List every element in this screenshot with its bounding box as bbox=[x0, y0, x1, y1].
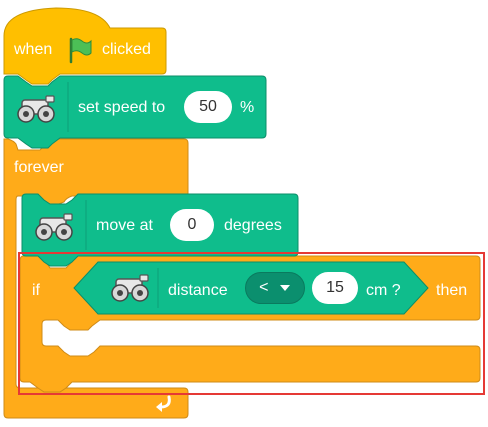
hat-clicked-label: clicked bbox=[102, 41, 151, 58]
loop-arrow-icon bbox=[156, 395, 171, 412]
operator-value: < bbox=[259, 279, 269, 297]
forever-label: forever bbox=[14, 159, 64, 176]
speed-value-input[interactable]: 50 bbox=[184, 91, 232, 123]
then-label: then bbox=[436, 282, 468, 299]
if-label: if bbox=[32, 282, 40, 299]
operator-dropdown[interactable]: < bbox=[245, 272, 305, 304]
highlight-rectangle bbox=[18, 252, 485, 395]
chevron-down-icon bbox=[279, 273, 291, 303]
set-speed-label: set speed to bbox=[78, 99, 166, 116]
green-flag-icon[interactable] bbox=[66, 36, 94, 69]
distance-value-input[interactable]: 15 bbox=[312, 272, 358, 304]
distance-label: distance bbox=[168, 282, 228, 299]
distance-unit-label: cm ? bbox=[366, 282, 401, 299]
hat-when-label: when bbox=[14, 41, 53, 58]
move-at-label: move at bbox=[96, 217, 153, 234]
robot-motors-icon bbox=[12, 94, 60, 124]
move-at-block-shape[interactable] bbox=[21, 193, 299, 267]
move-degrees-unit: degrees bbox=[224, 217, 282, 234]
robot-sensor-icon bbox=[106, 273, 154, 303]
robot-motors-icon-move bbox=[30, 212, 78, 242]
speed-unit-label: % bbox=[240, 99, 255, 116]
move-degrees-input[interactable]: 0 bbox=[170, 209, 214, 241]
